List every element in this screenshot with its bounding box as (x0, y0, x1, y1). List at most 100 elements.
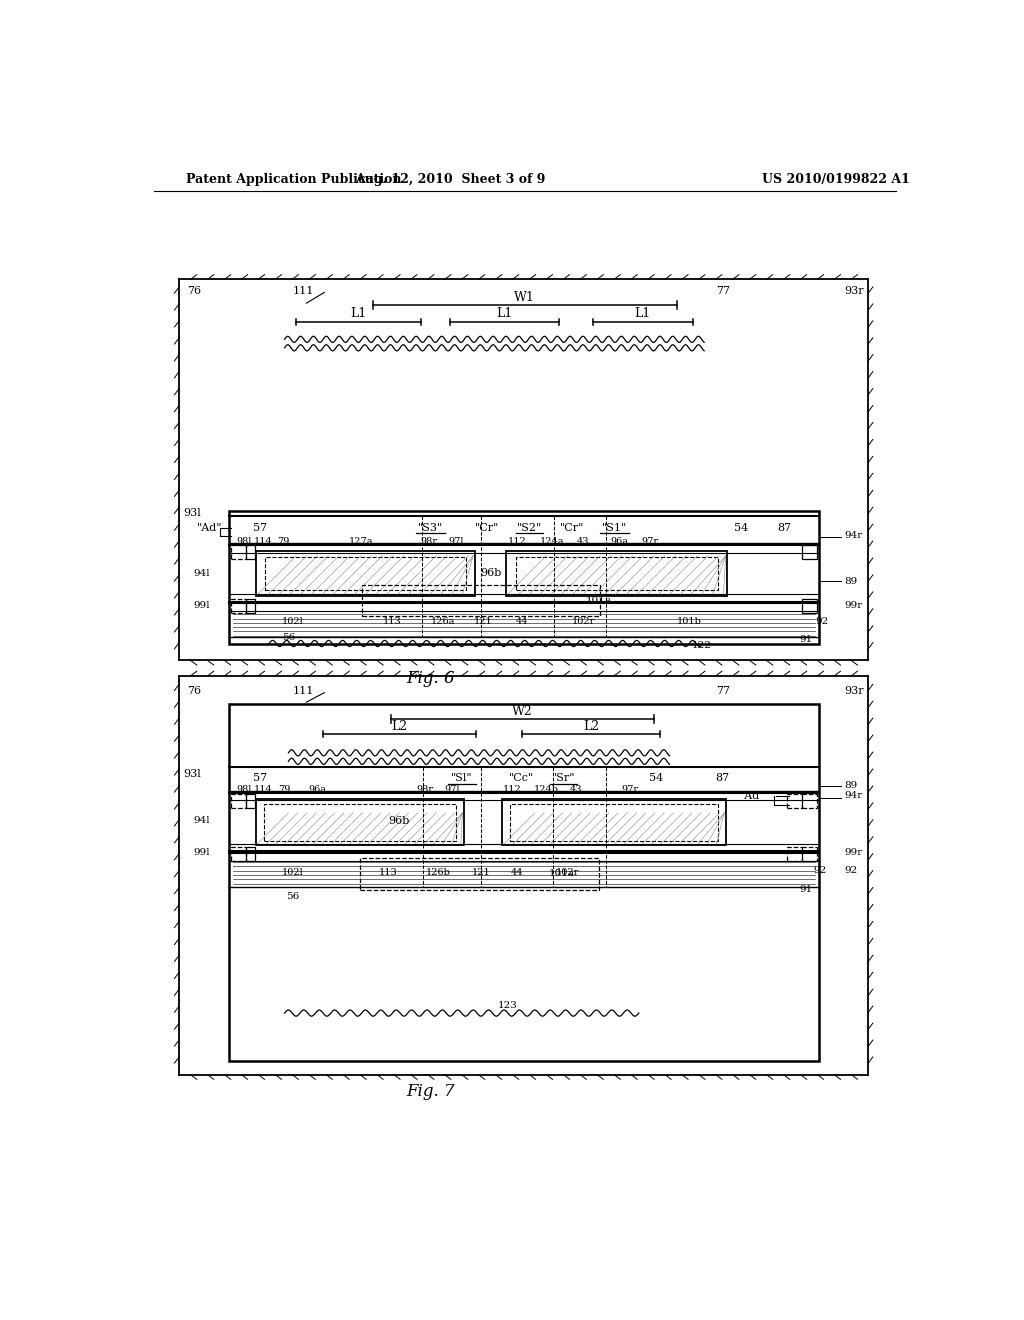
Text: 97l: 97l (449, 537, 464, 545)
Bar (256, 799, 464, 845)
Text: 93l: 93l (183, 770, 201, 779)
Text: Patent Application Publication: Patent Application Publication (186, 173, 401, 186)
Text: 94r: 94r (845, 531, 862, 540)
Bar (510, 804, 718, 841)
Text: 93r: 93r (845, 686, 864, 696)
Text: 94l: 94l (194, 816, 210, 825)
Text: 89: 89 (845, 781, 857, 791)
Text: 92: 92 (813, 866, 826, 875)
Text: 87: 87 (777, 523, 792, 533)
Text: 98l: 98l (237, 537, 252, 545)
Text: 111: 111 (293, 286, 314, 296)
Text: 114: 114 (254, 785, 272, 795)
Text: 79: 79 (276, 537, 289, 545)
Bar (503, 799, 726, 845)
Text: 98r: 98r (421, 537, 438, 545)
Text: 56: 56 (286, 891, 299, 900)
Text: 127a: 127a (349, 537, 374, 545)
Text: "S2": "S2" (517, 523, 542, 533)
Bar (229, 511, 819, 644)
Text: L2: L2 (391, 721, 408, 733)
Text: 112: 112 (503, 785, 521, 795)
Text: 87: 87 (715, 774, 729, 783)
Text: 124a: 124a (541, 537, 565, 545)
Text: 96a: 96a (308, 785, 326, 795)
Text: 76: 76 (186, 286, 201, 296)
Text: 126b: 126b (426, 869, 451, 878)
Text: "Ad": "Ad" (197, 523, 222, 533)
Text: 44: 44 (515, 618, 528, 627)
Text: L1: L1 (350, 308, 367, 321)
Text: 44: 44 (511, 869, 523, 878)
Text: 101a: 101a (549, 870, 574, 878)
Text: 91: 91 (799, 635, 812, 644)
Bar (246, 545, 255, 558)
Text: "S3": "S3" (418, 523, 443, 533)
Bar (256, 552, 475, 595)
Text: 112: 112 (508, 537, 526, 545)
Bar (802, 793, 817, 808)
Text: 97r: 97r (621, 785, 638, 795)
Text: 97l: 97l (444, 785, 460, 795)
Text: "Ad": "Ad" (740, 791, 766, 801)
Text: 96a: 96a (610, 537, 629, 545)
Text: 93r: 93r (845, 286, 864, 296)
Text: 113: 113 (379, 869, 398, 878)
Text: 122: 122 (692, 640, 712, 649)
Text: 77: 77 (717, 686, 730, 696)
Bar (786, 793, 802, 808)
Text: 96b: 96b (388, 816, 410, 825)
Text: 121: 121 (474, 618, 493, 627)
Text: "Sl": "Sl" (451, 774, 472, 783)
Text: 76: 76 (186, 686, 201, 696)
Text: "Cr": "Cr" (559, 523, 584, 533)
Bar (230, 793, 246, 808)
Bar (264, 804, 457, 841)
Text: 43: 43 (569, 785, 582, 795)
Text: W1: W1 (514, 290, 536, 304)
Text: 99r: 99r (845, 849, 862, 858)
Bar (229, 704, 819, 1061)
Text: "Cr": "Cr" (475, 523, 500, 533)
Text: 43: 43 (578, 537, 590, 545)
Text: 121: 121 (471, 869, 490, 878)
Text: 111: 111 (293, 686, 314, 696)
Text: 97r: 97r (642, 537, 658, 545)
Text: 54: 54 (649, 774, 664, 783)
Text: US 2010/0199822 A1: US 2010/0199822 A1 (762, 173, 910, 186)
Bar (246, 793, 255, 808)
Bar (246, 599, 255, 612)
Text: Aug. 12, 2010  Sheet 3 of 9: Aug. 12, 2010 Sheet 3 of 9 (355, 173, 546, 186)
Bar (265, 557, 466, 590)
Text: L2: L2 (583, 721, 599, 733)
Text: 79: 79 (279, 785, 291, 795)
Text: Fig. 6: Fig. 6 (407, 669, 456, 686)
Text: 57: 57 (253, 523, 267, 533)
Text: 89: 89 (845, 577, 857, 586)
Bar (786, 847, 802, 861)
Text: 102l: 102l (282, 618, 303, 627)
Text: "S1": "S1" (601, 523, 627, 533)
Text: 77: 77 (717, 286, 730, 296)
Text: 92: 92 (815, 618, 828, 627)
Bar (246, 847, 255, 861)
Text: 101b: 101b (677, 618, 701, 627)
Text: W2: W2 (512, 705, 532, 718)
Text: 94l: 94l (194, 569, 210, 578)
Text: 114: 114 (254, 537, 272, 545)
Text: 102r: 102r (556, 869, 580, 878)
Text: 101a: 101a (586, 595, 611, 605)
Text: 54: 54 (734, 523, 749, 533)
Text: 99r: 99r (845, 601, 862, 610)
Text: 123: 123 (498, 1001, 518, 1010)
Bar (802, 847, 817, 861)
Text: 99l: 99l (194, 849, 210, 858)
Text: 94r: 94r (845, 792, 862, 800)
Text: 124b: 124b (534, 785, 559, 795)
Text: Fig. 7: Fig. 7 (407, 1084, 456, 1100)
Text: L1: L1 (497, 308, 513, 321)
Text: 102r: 102r (571, 618, 595, 627)
Text: 96b: 96b (480, 568, 502, 578)
Bar (360, 858, 599, 890)
Bar (515, 557, 718, 590)
